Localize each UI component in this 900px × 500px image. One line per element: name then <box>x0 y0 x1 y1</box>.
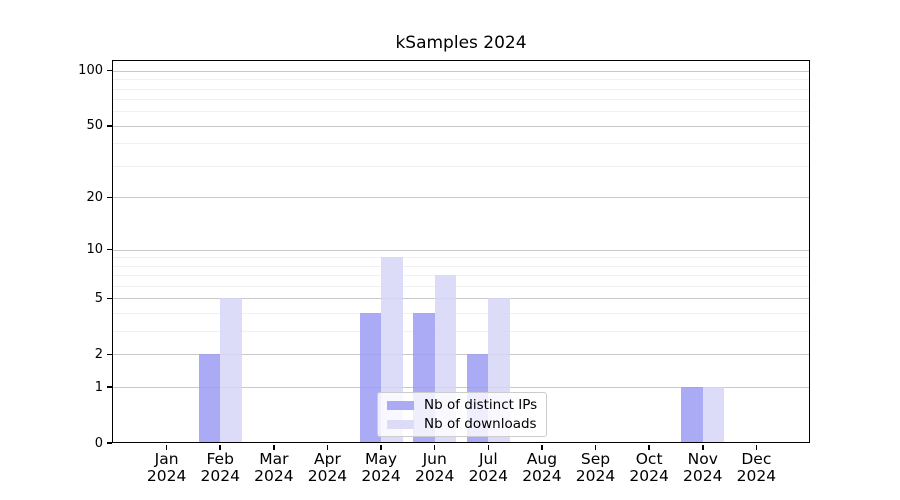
x-tick-year: 2024 <box>361 467 401 485</box>
x-axis-tick <box>594 444 597 450</box>
minor-gridline <box>113 111 810 113</box>
x-tick-month: Feb <box>206 450 234 468</box>
x-axis-tick-label: Nov 2024 <box>675 451 731 485</box>
x-axis-tick-label: Sep 2024 <box>568 451 624 485</box>
x-tick-year: 2024 <box>254 467 294 485</box>
minor-gridline <box>113 99 810 101</box>
x-tick-month: Dec <box>741 450 772 468</box>
x-tick-year: 2024 <box>736 467 777 485</box>
bar-downloads-nov <box>702 387 725 444</box>
x-tick-year: 2024 <box>629 467 669 485</box>
y-axis-tick <box>107 297 112 300</box>
legend-item: Nb of downloads <box>378 415 546 432</box>
y-axis-tick-label: 50 <box>86 118 103 134</box>
x-tick-month: Apr <box>314 450 341 468</box>
x-axis-tick <box>755 444 758 450</box>
minor-gridline <box>113 88 810 90</box>
x-tick-month: Jul <box>478 450 498 468</box>
x-tick-month: Aug <box>526 450 558 468</box>
y-axis-tick-label: 10 <box>86 242 103 258</box>
x-tick-year: 2024 <box>468 467 509 485</box>
bar-distinct-ips-may <box>359 313 382 444</box>
x-axis-tick-label: May 2024 <box>353 451 409 485</box>
y-axis-tick <box>107 353 112 356</box>
x-tick-month: Jan <box>154 450 179 468</box>
y-axis-tick <box>107 386 112 388</box>
y-axis-tick-label: 1 <box>94 379 103 395</box>
y-axis-tick-label: 20 <box>86 189 103 205</box>
major-gridline <box>113 125 810 127</box>
x-axis-tick <box>487 444 490 450</box>
minor-gridline <box>113 257 810 259</box>
x-axis-tick-label: Jan 2024 <box>139 451 195 485</box>
y-axis-tick-label: 2 <box>94 346 103 362</box>
x-tick-month: Oct <box>635 450 663 468</box>
major-gridline <box>113 354 810 356</box>
y-axis-tick <box>107 69 112 72</box>
minor-gridline <box>113 165 810 167</box>
x-tick-year: 2024 <box>522 467 562 485</box>
x-axis-tick <box>702 444 704 450</box>
y-axis-tick-label: 100 <box>78 63 103 79</box>
x-tick-year: 2024 <box>307 467 348 485</box>
x-tick-month: Mar <box>259 450 289 468</box>
legend: Nb of distinct IPs Nb of downloads <box>377 392 547 437</box>
x-axis-tick <box>165 444 168 450</box>
minor-gridline <box>113 265 810 267</box>
major-gridline <box>113 298 810 300</box>
x-tick-year: 2024 <box>200 467 240 485</box>
x-tick-month: Sep <box>580 450 611 468</box>
minor-gridline <box>113 331 810 333</box>
x-axis-tick-label: Oct 2024 <box>621 451 677 485</box>
y-axis-tick-label: 0 <box>94 435 103 451</box>
x-tick-year: 2024 <box>414 467 455 485</box>
major-gridline <box>113 387 810 389</box>
y-axis-tick <box>107 248 112 251</box>
x-axis-tick <box>273 444 275 450</box>
major-gridline <box>113 197 810 199</box>
x-axis-tick <box>541 444 543 450</box>
x-axis-tick <box>433 444 436 450</box>
x-axis-tick <box>648 444 650 450</box>
minor-gridline <box>113 79 810 81</box>
x-axis-tick-label: Jul 2024 <box>460 451 516 485</box>
legend-swatch-distinct-ips <box>387 400 414 410</box>
legend-label: Nb of distinct IPs <box>424 396 538 413</box>
x-tick-month: May <box>365 450 398 468</box>
x-axis-tick-label: Apr 2024 <box>299 451 355 485</box>
x-tick-month: Jun <box>422 450 447 468</box>
x-axis-tick-label: Jun 2024 <box>407 451 463 485</box>
minor-gridline <box>113 143 810 145</box>
minor-gridline <box>113 275 810 277</box>
y-axis-tick <box>107 196 112 199</box>
x-axis-tick-label: Mar 2024 <box>246 451 302 485</box>
minor-gridline <box>113 313 810 315</box>
chart-title: kSamples 2024 <box>395 33 527 53</box>
bar-downloads-feb <box>220 298 242 444</box>
x-axis-tick-label: Feb 2024 <box>192 451 248 485</box>
x-axis-tick <box>219 444 221 450</box>
x-tick-year: 2024 <box>683 467 723 485</box>
y-axis-tick <box>107 442 112 444</box>
bar-distinct-ips-feb <box>198 354 221 444</box>
major-gridline <box>113 249 810 251</box>
major-gridline <box>113 70 810 72</box>
x-tick-year: 2024 <box>146 467 187 485</box>
x-axis-tick <box>326 444 329 450</box>
x-axis-tick-label: Dec 2024 <box>728 451 784 485</box>
minor-gridline <box>113 286 810 288</box>
x-tick-year: 2024 <box>575 467 616 485</box>
y-axis-tick-label: 5 <box>94 290 103 306</box>
x-axis-tick <box>380 444 382 450</box>
legend-item: Nb of distinct IPs <box>378 396 546 413</box>
x-tick-month: Nov <box>687 450 718 468</box>
legend-label: Nb of downloads <box>424 415 537 432</box>
legend-swatch-downloads <box>387 419 414 429</box>
x-axis-tick-label: Aug 2024 <box>514 451 570 485</box>
y-axis-tick <box>107 125 112 127</box>
bar-distinct-ips-nov <box>681 387 703 444</box>
